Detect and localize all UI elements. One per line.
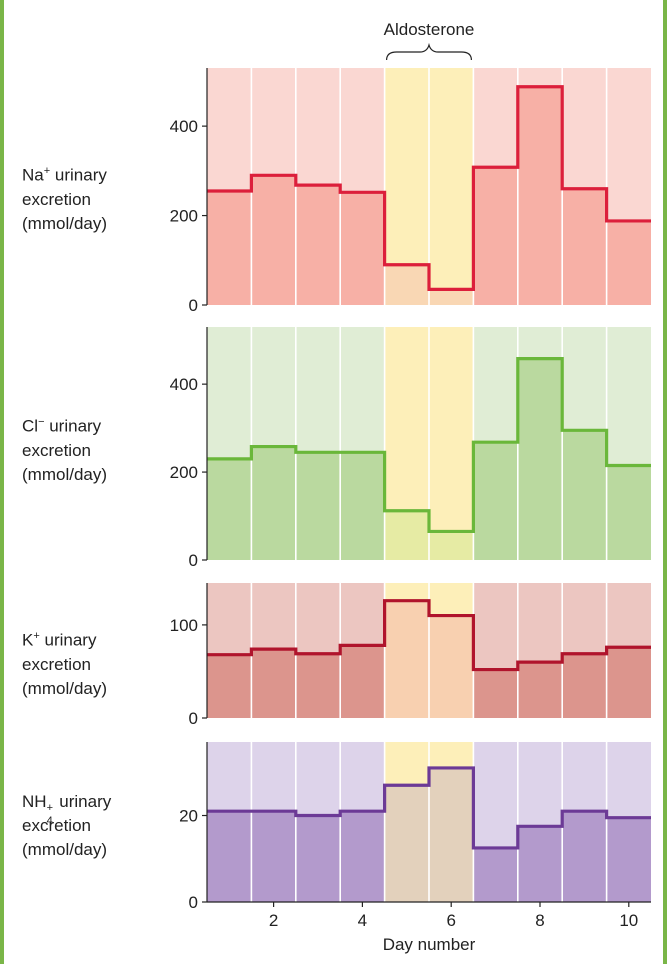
ylabel-nh4: NH +4 urinary excretion (mmol/day) <box>22 792 112 859</box>
panel-1-y-tick-label: 200 <box>170 463 198 482</box>
x-tick-label: 6 <box>446 911 455 930</box>
panel-2-bar-day-6 <box>429 615 474 718</box>
panel-3-series-line <box>207 766 651 850</box>
panel-0-bar-day-7 <box>473 167 518 305</box>
panel-3-bar-day-1 <box>207 811 252 902</box>
panel-1-bar-day-8 <box>517 358 563 560</box>
panel-2-bar-day-5 <box>384 600 429 718</box>
panel-2-bar-day-10 <box>606 647 651 718</box>
panel-0-bar-day-5 <box>384 264 429 305</box>
panel-0-bar-day-4 <box>340 192 385 305</box>
panel-2-bar-day-2 <box>251 649 296 718</box>
x-tick-label: 4 <box>358 911 367 930</box>
panel-3-bar-day-2 <box>251 811 296 902</box>
frame-border-left <box>0 0 4 964</box>
panel-1-bar-day-5 <box>384 510 429 560</box>
frame-border-right <box>663 0 667 964</box>
panel-2-y-tick-label: 100 <box>170 616 198 635</box>
panel-1-bar-day-10 <box>606 465 651 560</box>
ylabel-cl: Cl− urinary excretion (mmol/day) <box>22 416 108 484</box>
panel-3-bar-day-5 <box>384 785 429 902</box>
panel-3-bar-day-9 <box>562 811 607 902</box>
panel-0-bar-day-9 <box>562 188 607 305</box>
x-axis-label: Day number <box>383 935 476 954</box>
panel-3-bar-day-10 <box>606 817 651 902</box>
panel-0-y-tick-label: 200 <box>170 207 198 226</box>
panel-3-bar-day-6 <box>429 767 474 902</box>
x-tick-label: 8 <box>535 911 544 930</box>
ylabel-na: Na+ urinary excretion (mmol/day) <box>22 165 108 233</box>
x-tick-label: 2 <box>269 911 278 930</box>
panel-2-bar-day-7 <box>473 669 518 718</box>
panel-1-bar-day-2 <box>251 446 296 560</box>
panel-1-series-line <box>207 357 651 534</box>
panel-0-bar-day-1 <box>207 190 252 305</box>
panel-0-bar-day-8 <box>517 86 563 306</box>
panel-3-bar-day-8 <box>517 826 563 902</box>
panel-1-bar-day-4 <box>340 452 385 560</box>
panel-1-bar-day-1 <box>207 458 252 560</box>
panel-1-bar-day-3 <box>295 452 341 560</box>
panel-2-series-line <box>207 599 651 672</box>
panel-3-y-tick-label: 20 <box>179 807 198 826</box>
x-tick-label: 10 <box>619 911 638 930</box>
ylabel-k: K+ urinary excretion (mmol/day) <box>22 630 108 698</box>
aldosterone-label: Aldosterone <box>384 20 475 39</box>
panel-2-bar-day-9 <box>562 653 607 718</box>
panel-1-bar-day-7 <box>473 442 518 560</box>
panel-0-bar-day-3 <box>295 185 341 305</box>
panel-2-bar-day-8 <box>517 662 563 718</box>
panel-0-y-tick-label: 400 <box>170 117 198 136</box>
panel-3-bar-day-7 <box>473 847 518 902</box>
panel-0-bar-day-10 <box>606 220 651 305</box>
panel-2-bar-day-4 <box>340 645 385 718</box>
panel-0-bar-day-6 <box>429 289 474 305</box>
panel-0-series-line <box>207 85 651 291</box>
panel-3-bar-day-4 <box>340 811 385 902</box>
panel-1-y-tick-label: 400 <box>170 375 198 394</box>
panel-0-bar-day-2 <box>251 175 296 305</box>
panel-1-bar-day-9 <box>562 430 607 560</box>
aldosterone-bracket <box>386 42 472 61</box>
panel-3-bar-day-3 <box>295 815 341 902</box>
panel-2-bar-day-1 <box>207 654 252 718</box>
panel-2-y-tick-label: 0 <box>189 709 198 728</box>
panel-1-bar-day-6 <box>429 531 474 560</box>
panel-3-y-tick-label: 0 <box>189 893 198 912</box>
panel-2-bar-day-3 <box>295 653 341 718</box>
panel-1-y-tick-label: 0 <box>189 551 198 570</box>
panel-0-y-tick-label: 0 <box>189 296 198 315</box>
